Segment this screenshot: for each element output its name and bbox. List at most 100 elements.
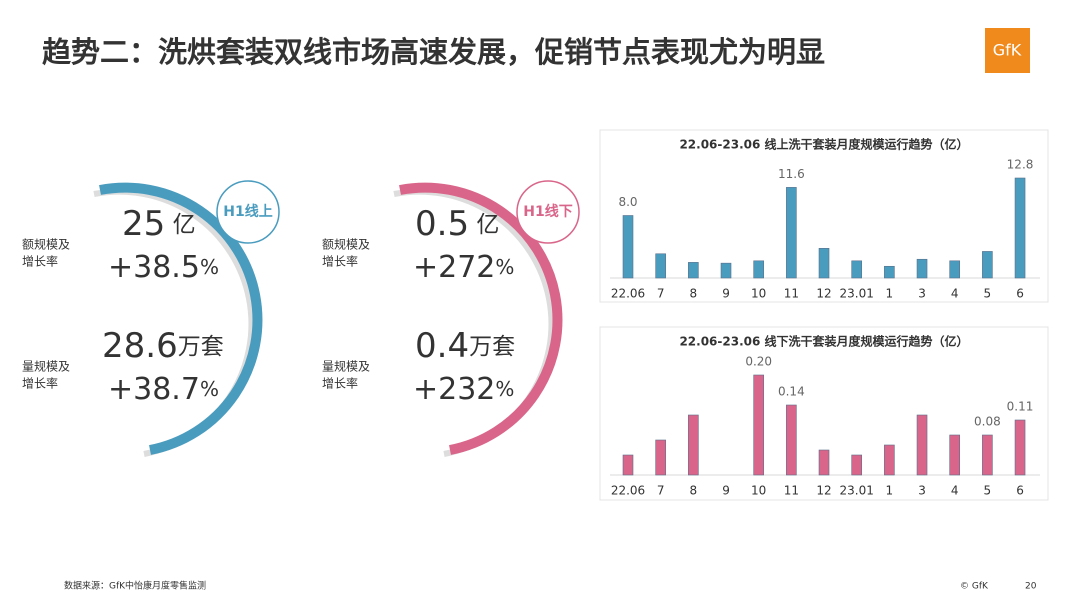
x-tick-label: 8 — [690, 484, 698, 498]
kpi-label: 量规模及 — [322, 359, 370, 374]
x-tick-label: 5 — [984, 287, 992, 301]
data-label: 8.0 — [618, 195, 637, 209]
kpi-value-line: 0.5 亿 — [415, 204, 499, 244]
data-label: 12.8 — [1007, 158, 1034, 172]
kpi-growth-unit: % — [495, 377, 514, 401]
logo: GfK — [993, 41, 1022, 60]
x-tick-label: 11 — [784, 484, 799, 498]
kpi-value-line: 25 亿 — [122, 204, 196, 244]
x-tick-label: 11 — [784, 287, 799, 301]
bar — [1014, 177, 1026, 279]
x-tick-label: 8 — [690, 287, 698, 301]
bar — [786, 187, 797, 279]
source: 数据来源：GfK中怡康月度零售监测 — [64, 580, 206, 592]
bar — [655, 439, 666, 476]
kpi-value-line: 28.6万套 — [102, 326, 224, 366]
kpi-growth-unit: % — [495, 255, 514, 279]
bar — [949, 434, 961, 476]
bar — [884, 444, 895, 476]
bar — [982, 434, 993, 476]
x-tick-label: 23.01 — [840, 484, 874, 498]
badge-circle — [516, 180, 580, 244]
kpi-unit: 亿 — [165, 212, 195, 238]
data-label: 0.11 — [1007, 400, 1034, 414]
x-tick-label: 7 — [657, 484, 665, 498]
kpi-unit: 万套 — [178, 334, 224, 360]
kpi-unit: 万套 — [469, 334, 515, 360]
bar — [688, 262, 699, 279]
x-tick-label: 1 — [886, 484, 894, 498]
copyright: © GfK — [960, 582, 989, 592]
kpi-growth-unit: % — [200, 377, 219, 401]
kpi-value: 28.6 — [102, 326, 178, 366]
x-tick-label: 6 — [1016, 287, 1024, 301]
kpi-value: 0.4 — [415, 326, 469, 366]
bar — [720, 262, 732, 279]
data-label: 0.08 — [974, 415, 1001, 429]
x-tick-label: 9 — [722, 287, 730, 301]
title: 趋势二：洗烘套装双线市场高速发展，促销节点表现尤为明显 — [42, 35, 825, 69]
arc — [399, 182, 563, 455]
data-label: 11.6 — [778, 167, 805, 181]
kpi-unit: 亿 — [469, 212, 499, 238]
bar — [851, 260, 862, 279]
kpi-value: 0.5 — [415, 204, 469, 244]
x-tick-label: 7 — [657, 287, 665, 301]
x-tick-label: 9 — [722, 484, 730, 498]
kpi-label: 增长率 — [322, 376, 358, 391]
bar — [753, 260, 764, 279]
x-tick-label: 22.06 — [611, 484, 645, 498]
x-tick-label: 10 — [751, 287, 766, 301]
kpi-growth-line: +38.7% — [108, 372, 219, 407]
bar — [916, 414, 928, 476]
kpi-growth-line: +38.5% — [108, 250, 219, 285]
kpi-growth-line: +232% — [413, 372, 514, 407]
bar — [655, 253, 666, 279]
kpi-value-line: 0.4万套 — [415, 326, 515, 366]
kpi-value: 25 — [122, 204, 165, 244]
bar — [818, 449, 830, 476]
x-tick-label: 12 — [816, 484, 831, 498]
bar — [884, 265, 895, 279]
bar — [982, 251, 993, 279]
bar — [818, 248, 830, 279]
kpi-growth-line: +272% — [413, 250, 514, 285]
badge-circle — [216, 180, 280, 244]
data-label: 0.20 — [745, 355, 772, 369]
bar — [786, 404, 797, 476]
arc — [99, 182, 263, 455]
x-tick-label: 4 — [951, 287, 959, 301]
x-tick-label: 10 — [751, 484, 766, 498]
bar — [753, 374, 764, 476]
bar — [622, 454, 634, 476]
bar — [688, 414, 699, 476]
logo-box — [985, 28, 1030, 73]
kpi-label: 额规模及 — [322, 237, 370, 252]
data-label: 0.14 — [778, 385, 805, 399]
bar — [916, 258, 928, 279]
kpi-label: 增长率 — [22, 254, 58, 269]
kpi-label: 额规模及 — [22, 237, 70, 252]
badge: H1线下 — [523, 203, 572, 220]
kpi-label: 量规模及 — [22, 359, 70, 374]
x-tick-label: 23.01 — [840, 287, 874, 301]
bar — [622, 215, 634, 279]
kpi-growth: +38.5 — [108, 250, 200, 285]
kpi-growth-unit: % — [200, 255, 219, 279]
kpi-growth: +38.7 — [108, 372, 200, 407]
kpi-label: 增长率 — [322, 254, 358, 269]
x-tick-label: 5 — [984, 484, 992, 498]
kpi-label: 增长率 — [22, 376, 58, 391]
x-tick-label: 3 — [918, 287, 926, 301]
bar — [1014, 419, 1026, 476]
kpi-growth: +272 — [413, 250, 495, 285]
x-tick-label: 6 — [1016, 484, 1024, 498]
kpi-growth: +232 — [413, 372, 495, 407]
x-tick-label: 4 — [951, 484, 959, 498]
x-tick-label: 1 — [886, 287, 894, 301]
bar — [851, 454, 862, 476]
chart-title: 22.06-23.06 线下洗干套装月度规模运行趋势（亿） — [679, 334, 968, 349]
badge: H1线上 — [223, 203, 272, 220]
chart-title: 22.06-23.06 线上洗干套装月度规模运行趋势（亿） — [679, 137, 968, 152]
